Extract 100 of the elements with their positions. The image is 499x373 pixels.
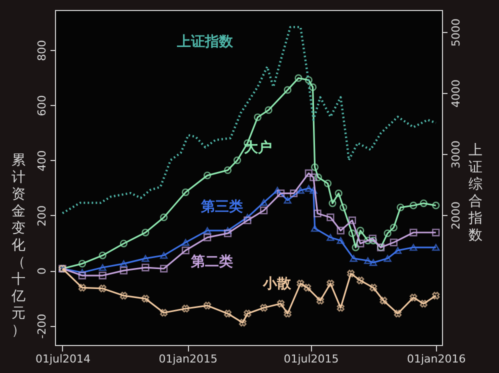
point — [160, 214, 168, 222]
point — [432, 292, 440, 300]
point — [324, 180, 332, 188]
point — [204, 302, 212, 310]
point — [160, 264, 168, 272]
point — [274, 186, 282, 194]
point — [432, 228, 440, 236]
point — [356, 226, 364, 234]
text: 累计资金变化（十亿元） — [12, 152, 26, 338]
point — [334, 190, 342, 198]
point — [348, 216, 356, 224]
point — [311, 163, 319, 171]
series-label: 大户 — [244, 139, 272, 156]
point — [233, 156, 242, 164]
point — [160, 252, 168, 259]
x-tick-label: 01jul2014 — [35, 352, 91, 366]
point — [420, 300, 428, 308]
series-label: 第二类 — [190, 254, 233, 270]
point — [264, 106, 272, 114]
point — [160, 308, 168, 317]
y2-tick-label: 4000 — [450, 79, 462, 108]
point — [142, 294, 150, 302]
point — [364, 257, 372, 264]
point — [294, 74, 302, 82]
point — [356, 240, 364, 248]
point — [340, 204, 348, 212]
point — [224, 230, 232, 238]
point — [410, 244, 418, 251]
point — [308, 83, 317, 92]
point — [336, 237, 344, 244]
y-tick-label: 0 — [36, 268, 48, 275]
point — [98, 284, 106, 292]
point — [224, 166, 232, 174]
y2-tick-label: 3000 — [450, 140, 462, 169]
point — [142, 264, 150, 272]
point — [336, 304, 344, 312]
point — [244, 216, 252, 224]
y-tick-label: 200 — [36, 205, 48, 226]
point — [260, 304, 268, 312]
point — [284, 86, 292, 94]
y2-tick-label: 2000 — [450, 202, 462, 230]
point — [348, 230, 356, 238]
point — [284, 310, 292, 318]
point — [394, 247, 402, 254]
point — [396, 204, 404, 212]
point — [120, 266, 128, 274]
point — [314, 174, 322, 182]
point — [410, 294, 418, 302]
y-tick-label: 800 — [36, 40, 48, 61]
point — [390, 238, 398, 246]
y-tick-label: 400 — [36, 150, 48, 172]
point — [310, 174, 318, 182]
x-tick-label: 01jan2016 — [406, 352, 466, 366]
point — [182, 304, 190, 312]
x-tick-label: 01jan2015 — [158, 352, 218, 366]
point — [314, 210, 322, 218]
point — [238, 318, 246, 326]
point — [204, 234, 212, 242]
point — [326, 214, 334, 222]
point — [296, 186, 304, 194]
point — [276, 190, 285, 198]
point — [260, 206, 268, 214]
point — [120, 240, 128, 248]
point — [98, 264, 106, 271]
series-label: 小散 — [262, 276, 292, 292]
point — [310, 186, 318, 194]
point — [384, 230, 392, 238]
point — [350, 255, 358, 262]
point — [352, 244, 360, 252]
point — [390, 224, 398, 232]
point — [316, 296, 324, 304]
y-tick-label: -200 — [36, 314, 48, 339]
point — [370, 284, 378, 292]
point — [204, 227, 212, 234]
point — [380, 296, 388, 304]
point — [364, 236, 372, 244]
point — [326, 234, 334, 241]
point — [78, 269, 86, 276]
point — [98, 272, 106, 280]
point — [78, 260, 86, 268]
point — [410, 202, 418, 210]
point — [142, 255, 150, 262]
point — [420, 199, 428, 208]
point — [204, 172, 212, 180]
point — [304, 284, 312, 292]
point — [284, 196, 292, 204]
y-tick-label: 600 — [36, 95, 48, 116]
point — [296, 280, 304, 288]
point — [432, 244, 440, 251]
point — [384, 255, 392, 262]
point — [347, 270, 355, 278]
point — [224, 227, 232, 234]
point — [120, 260, 128, 268]
point — [142, 228, 150, 236]
point — [254, 113, 262, 122]
point — [328, 199, 336, 208]
point — [290, 190, 298, 198]
point — [336, 226, 344, 234]
point — [98, 252, 106, 260]
point — [356, 276, 364, 284]
